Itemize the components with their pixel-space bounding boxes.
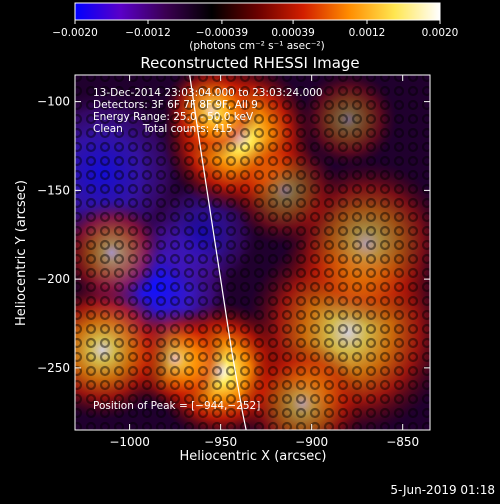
peak-position-text: Position of Peak = [−944,−252]	[93, 400, 260, 412]
footer-date: 5-Jun-2019 01:18	[390, 483, 495, 497]
colorbar-units: (photons cm⁻² s⁻¹ asec⁻²)	[189, 40, 324, 52]
energy-range-text: Energy Range: 25.0 - 50.0 keV	[93, 111, 254, 123]
solar-limb-line	[189, 75, 247, 430]
observation-info: 13-Dec-2014 23:03:04.000 to 23:03:24.000…	[93, 87, 323, 135]
x-tick-label: −900	[295, 435, 328, 449]
x-tick-label: −850	[386, 435, 419, 449]
plot-frame	[74, 74, 431, 431]
colorbar-tick-label: 0.0012	[349, 27, 386, 39]
y-tick-label: −100	[37, 95, 70, 109]
y-axis-label: Heliocentric Y (arcsec)	[14, 180, 29, 326]
y-axis: −100 −150 −200 −250	[37, 95, 430, 375]
y-tick-label: −150	[37, 183, 70, 197]
chart-title: Reconstructed RHESSI Image	[140, 54, 359, 72]
y-tick-label: −200	[37, 272, 70, 286]
colorbar-ticks: −0.0020 −0.0012 −0.00039 0.00039 0.0012 0.002…	[52, 20, 458, 39]
x-axis: −1000 −950 −900 −850	[109, 75, 419, 449]
time-range-text: 13-Dec-2014 23:03:04.000 to 23:03:24.000	[93, 87, 323, 99]
detectors-text: Detectors: 3F 6F 7F 8F 9F, All 9	[93, 99, 258, 111]
y-tick-label: −250	[37, 361, 70, 375]
x-axis-label: Heliocentric X (arcsec)	[180, 449, 327, 464]
x-tick-label: −1000	[109, 435, 150, 449]
x-tick-label: −950	[204, 435, 237, 449]
colorbar-tick-label: −0.00039	[196, 27, 248, 39]
clean-counts-text: Clean Total counts: 415	[93, 123, 233, 135]
colorbar-tick-label: −0.0012	[125, 27, 171, 39]
colorbar-tick-label: 0.0020	[422, 27, 459, 39]
colorbar-tick-label: 0.00039	[271, 27, 314, 39]
colorbar	[74, 2, 441, 21]
colorbar-tick-label: −0.0020	[52, 27, 98, 39]
